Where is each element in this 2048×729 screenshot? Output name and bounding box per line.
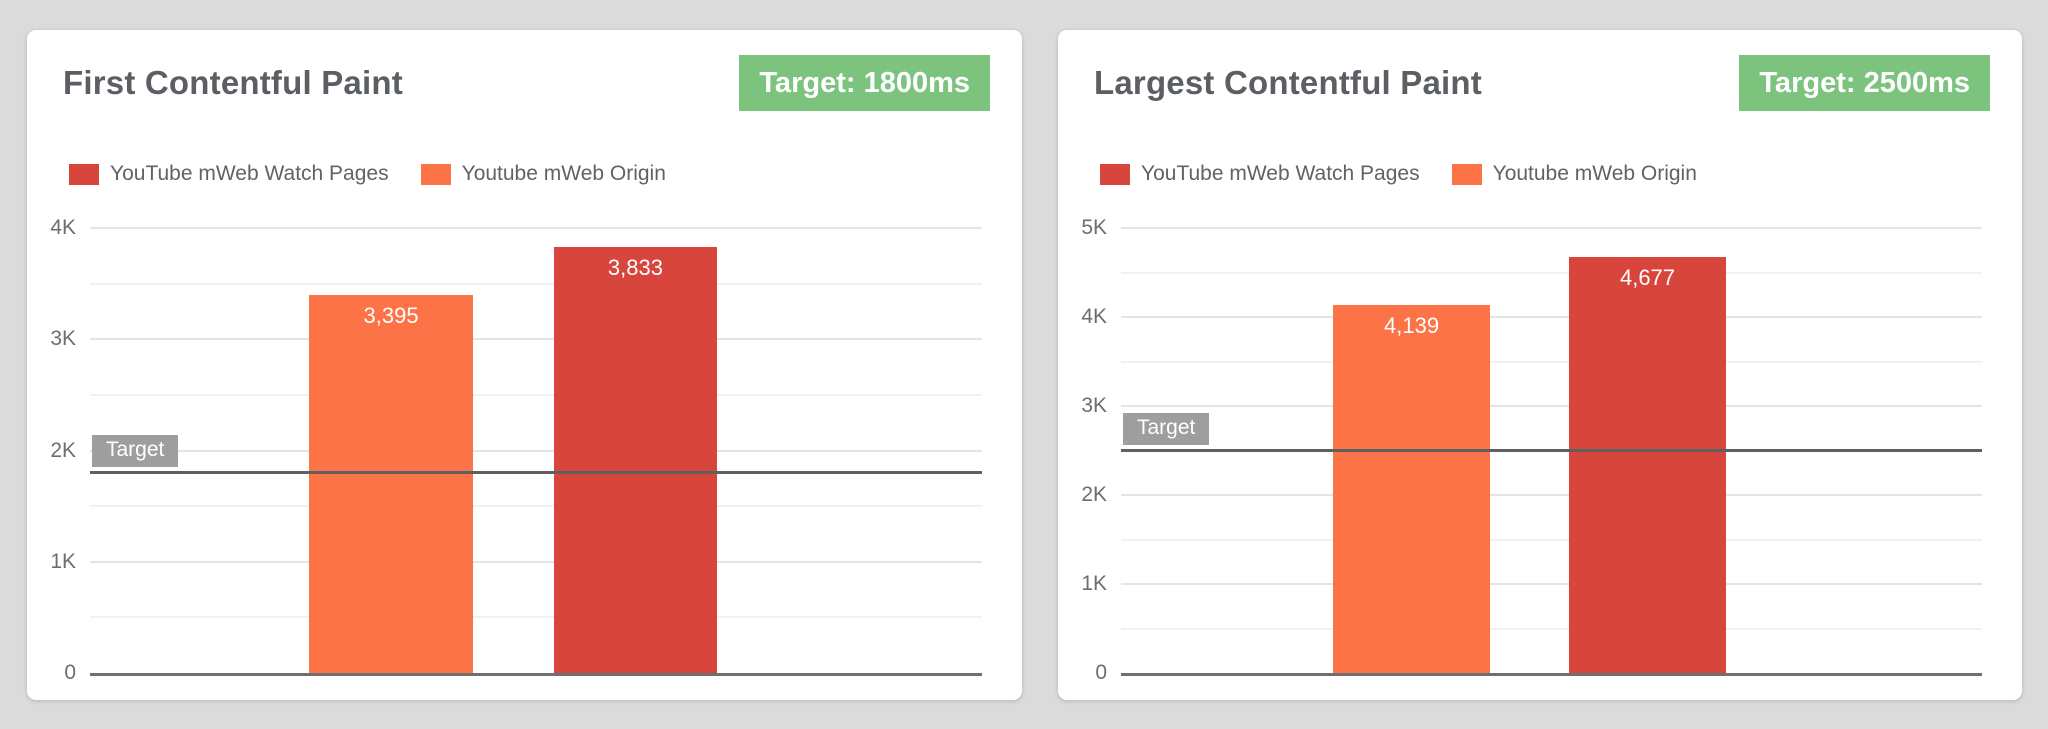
gridline bbox=[90, 505, 982, 508]
gridline bbox=[1121, 538, 1982, 541]
gridline bbox=[90, 282, 982, 285]
gridline bbox=[90, 227, 982, 229]
target-chip: Target bbox=[92, 434, 179, 467]
y-axis-tick: 0 bbox=[1095, 661, 1107, 684]
fcp-card-header: First Contentful Paint Target: 1800ms bbox=[63, 54, 990, 112]
chart-bar-watch-pages[interactable]: 3,833 bbox=[553, 246, 718, 673]
bar-value-label: 4,677 bbox=[1619, 264, 1676, 290]
bar-value-label: 3,833 bbox=[607, 254, 663, 280]
lcp-card-header: Largest Contentful Paint Target: 2500ms bbox=[1094, 54, 1990, 112]
gridline bbox=[1121, 494, 1982, 496]
y-axis-tick: 2K bbox=[50, 438, 76, 462]
origin-swatch-icon bbox=[420, 163, 451, 185]
chart-bar-watch-pages[interactable]: 4,677 bbox=[1568, 256, 1727, 673]
fcp-target-badge: Target: 1800ms bbox=[739, 54, 990, 112]
origin-swatch-icon bbox=[1451, 163, 1482, 185]
y-axis-tick: 3K bbox=[1081, 394, 1107, 417]
fcp-legend: YouTube mWeb Watch Pages Youtube mWeb Or… bbox=[69, 162, 1022, 186]
gridline bbox=[1121, 360, 1982, 363]
y-axis-tick: 1K bbox=[1081, 572, 1107, 595]
y-axis-tick: 5K bbox=[1081, 216, 1107, 239]
gridline bbox=[1121, 316, 1982, 318]
gridline bbox=[1121, 271, 1982, 274]
target-line bbox=[1121, 448, 1982, 452]
gridline bbox=[1121, 583, 1982, 585]
gridline bbox=[90, 338, 982, 341]
bar-value-label: 4,139 bbox=[1384, 312, 1440, 338]
bar-value-label: 3,395 bbox=[363, 303, 419, 329]
watch-pages-swatch-icon bbox=[69, 163, 99, 185]
gridline bbox=[90, 393, 982, 396]
lcp-target-badge: Target: 2500ms bbox=[1739, 54, 1990, 112]
legend-label: Youtube mWeb Origin bbox=[461, 162, 666, 185]
legend-label: YouTube mWeb Watch Pages bbox=[1141, 162, 1420, 185]
gridline bbox=[1121, 405, 1982, 407]
lcp-title: Largest Contentful Paint bbox=[1094, 64, 1482, 101]
lcp-chart-plot: 0 1K 2K 3K 4K 5K 4,139 4,677 Target bbox=[1081, 216, 1982, 684]
gridline bbox=[90, 449, 982, 452]
legend-label: Youtube mWeb Origin bbox=[1492, 162, 1697, 185]
legend-item-origin: Youtube mWeb Origin bbox=[420, 162, 666, 186]
y-axis-tick: 4K bbox=[1081, 305, 1107, 328]
lcp-legend: YouTube mWeb Watch Pages Youtube mWeb Or… bbox=[1100, 162, 2022, 186]
fcp-chart-plot: 0 1K 2K 3K 4K 3,395 3,833 Target bbox=[50, 216, 982, 684]
y-axis-tick: 3K bbox=[50, 327, 76, 351]
chart-bar-origin[interactable]: 4,139 bbox=[1332, 304, 1491, 673]
gridline bbox=[1121, 227, 1982, 229]
legend-item-watch-pages: YouTube mWeb Watch Pages bbox=[1100, 162, 1420, 186]
target-line bbox=[90, 470, 982, 474]
gridline bbox=[90, 560, 982, 563]
chart-bar-origin[interactable]: 3,395 bbox=[309, 295, 473, 673]
target-chip: Target bbox=[1123, 412, 1210, 445]
legend-label: YouTube mWeb Watch Pages bbox=[110, 162, 389, 185]
legend-item-origin: Youtube mWeb Origin bbox=[1451, 162, 1697, 186]
y-axis-tick: 4K bbox=[50, 216, 76, 239]
y-axis-tick: 2K bbox=[1081, 483, 1107, 506]
lcp-card: Largest Contentful Paint Target: 2500ms … bbox=[1058, 30, 2022, 700]
gridline bbox=[1121, 627, 1982, 630]
gridline bbox=[90, 616, 982, 619]
legend-item-watch-pages: YouTube mWeb Watch Pages bbox=[69, 162, 389, 186]
fcp-title: First Contentful Paint bbox=[63, 64, 403, 101]
fcp-card: First Contentful Paint Target: 1800ms Yo… bbox=[27, 30, 1022, 700]
watch-pages-swatch-icon bbox=[1100, 163, 1130, 185]
y-axis-tick: 1K bbox=[50, 549, 76, 573]
y-axis-tick: 0 bbox=[64, 661, 76, 684]
